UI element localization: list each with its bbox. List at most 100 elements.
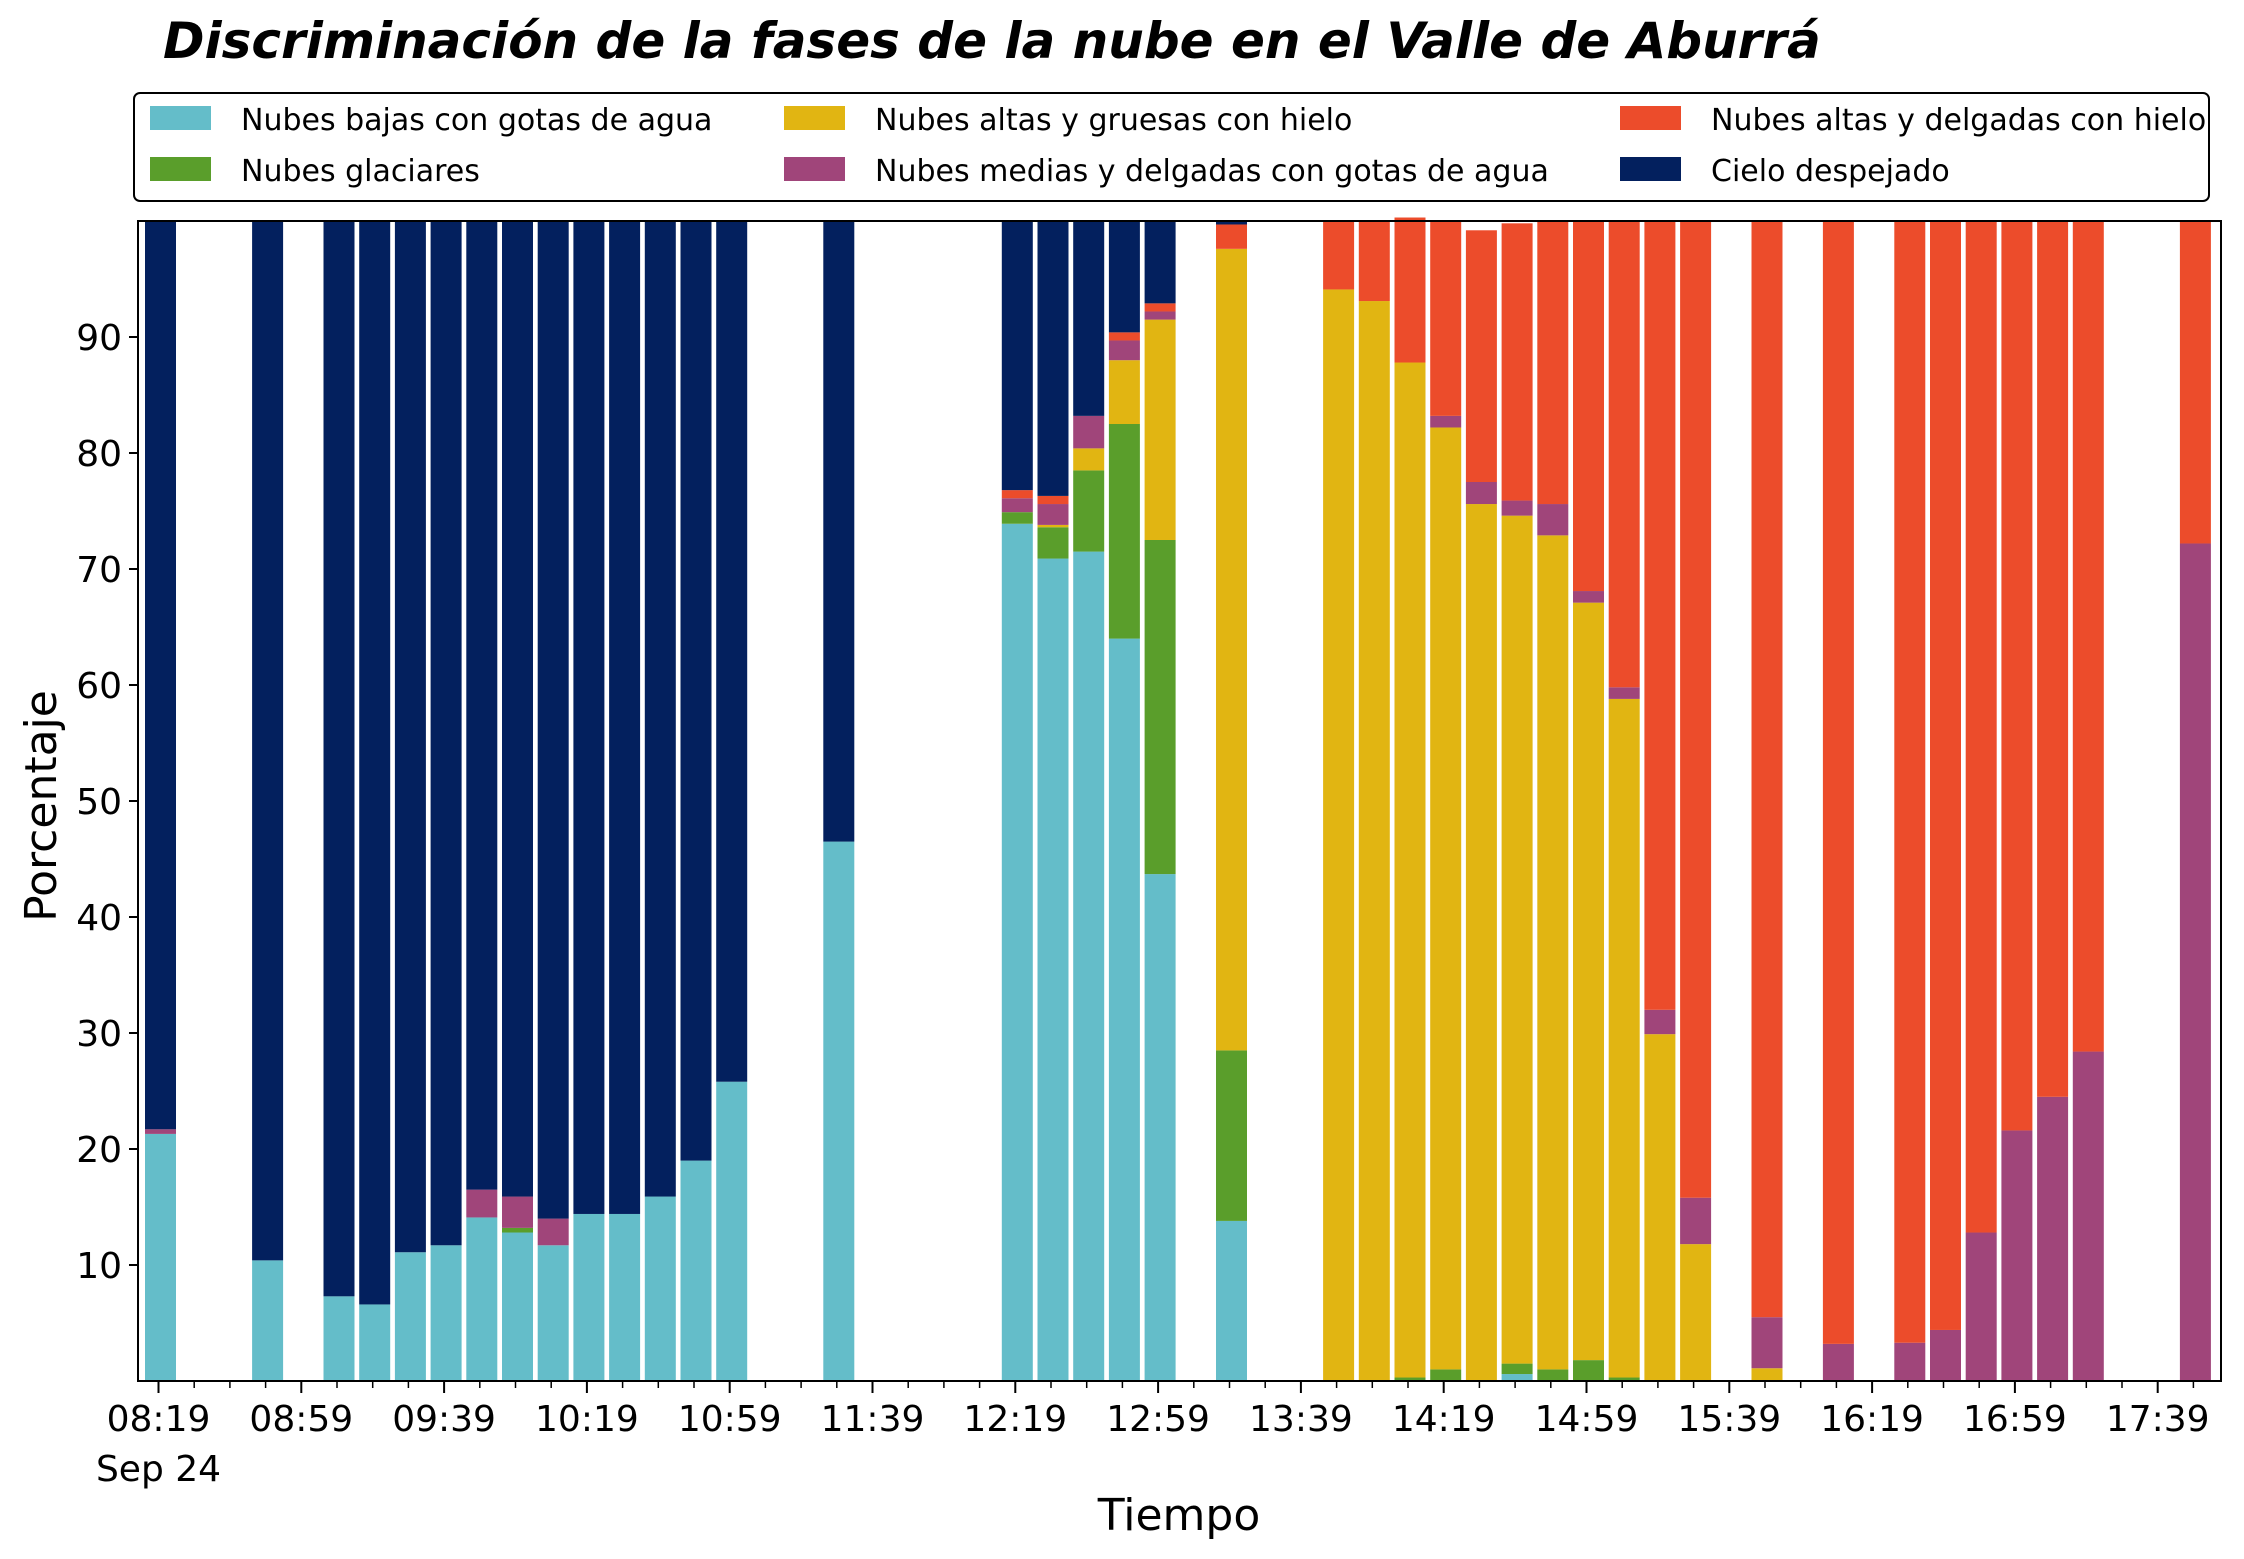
bar-segment-14:49-s3	[1537, 504, 1569, 536]
bar-segment-12:29-s5	[1037, 221, 1069, 496]
bar-segment-10:39-s0	[644, 1196, 676, 1381]
bar-segment-12:29-s1	[1037, 527, 1069, 559]
bar-segment-12:49-s3	[1108, 340, 1140, 361]
x-axis-label: Tiempo	[1097, 1490, 1261, 1541]
bar-segment-14:19-s3	[1430, 415, 1462, 428]
y-axis-label: Porcentaje	[16, 690, 67, 922]
bar-segment-15:19-s4	[1644, 221, 1676, 1010]
bar-segment-14:19-s4	[1430, 221, 1462, 416]
bar-segment-16:39-s4	[1930, 221, 1961, 1330]
y-tick-label-20: 20	[76, 1130, 122, 1171]
bar-segment-12:59-s2	[1144, 319, 1176, 540]
bar-segment-09:19-s5	[359, 221, 391, 1305]
bar-segment-12:39-s3	[1073, 415, 1105, 449]
bar-segment-09:59-s5	[502, 221, 533, 1197]
bar-segment-12:49-s2	[1108, 360, 1140, 424]
x-tick-label-17:39: 17:39	[2106, 1399, 2210, 1440]
bar-segment-14:49-s1	[1537, 1369, 1569, 1381]
bar-segment-10:49-s5	[680, 221, 712, 1161]
bar-segment-14:39-s1	[1501, 1363, 1533, 1375]
bar-segment-14:19-s2	[1430, 427, 1462, 1370]
x-tick-label-13:39: 13:39	[1249, 1399, 1353, 1440]
bar-segment-09:59-s3	[502, 1196, 533, 1228]
bar-segment-14:49-s4	[1537, 221, 1569, 505]
legend-frame	[133, 92, 2210, 202]
bar-segment-12:29-s3	[1037, 504, 1069, 525]
bar-segment-17:19-s3	[2072, 1051, 2104, 1381]
bars-layer	[145, 217, 2211, 1382]
x-tick-label-14:19: 14:19	[1392, 1399, 1496, 1440]
legend-label-0: Nubes bajas con gotas de agua	[241, 103, 712, 138]
bar-segment-08:19-s3	[145, 1129, 176, 1134]
legend-swatch-1	[150, 157, 211, 181]
bar-segment-15:49-s3	[1751, 1317, 1783, 1369]
x-tick-label-11:39: 11:39	[821, 1399, 925, 1440]
x-tick-label-10:19: 10:19	[535, 1399, 639, 1440]
bar-segment-15:49-s2	[1751, 1368, 1783, 1381]
bar-segment-15:09-s4	[1608, 221, 1640, 688]
bar-segment-14:39-s2	[1501, 515, 1533, 1364]
bar-segment-12:39-s2	[1073, 448, 1105, 471]
bar-segment-09:09-s0	[323, 1296, 355, 1381]
bar-segment-17:49-s4	[2179, 221, 2211, 544]
legend-swatch-4	[1620, 106, 1681, 130]
y-tick-label-80: 80	[76, 434, 122, 475]
bar-segment-08:19-s0	[145, 1133, 176, 1381]
y-axis: 10 20 30 40 50 60 70 80 90	[76, 318, 138, 1287]
bar-segment-11:29-s5	[823, 221, 855, 842]
bar-segment-14:09-s1	[1394, 1377, 1426, 1381]
bar-segment-08:49-s5	[252, 221, 284, 1261]
bar-segment-12:29-s2	[1037, 524, 1069, 528]
bar-segment-14:29-s3	[1465, 482, 1497, 505]
bar-segment-12:19-s0	[1001, 523, 1033, 1381]
bar-segment-15:19-s2	[1644, 1034, 1676, 1381]
y-tick-label-50: 50	[76, 782, 122, 823]
legend-label-5: Cielo despejado	[1711, 154, 1950, 189]
chart-title: Discriminación de la fases de la nube en…	[163, 12, 1821, 70]
bar-segment-16:29-s4	[1894, 221, 1926, 1343]
legend-swatch-2	[784, 106, 845, 130]
legend-label-2: Nubes altas y gruesas con hielo	[875, 103, 1352, 138]
bar-segment-15:29-s3	[1680, 1197, 1712, 1245]
bar-segment-14:59-s3	[1573, 591, 1604, 603]
bar-segment-14:59-s4	[1573, 221, 1604, 592]
bar-segment-16:59-s4	[2001, 221, 2033, 1131]
bar-segment-09:49-s3	[466, 1189, 498, 1218]
bar-segment-15:29-s4	[1680, 221, 1712, 1198]
bar-segment-13:19-s1	[1216, 1050, 1247, 1221]
x-tick-label-16:59: 16:59	[1963, 1399, 2067, 1440]
legend-label-1: Nubes glaciares	[241, 154, 480, 189]
x-tick-label-10:59: 10:59	[678, 1399, 782, 1440]
bar-segment-12:59-s4	[1144, 303, 1176, 312]
bar-segment-14:59-s2	[1573, 602, 1604, 1361]
legend-swatch-3	[784, 157, 845, 181]
bar-segment-12:19-s1	[1001, 512, 1033, 524]
bar-segment-13:49-s2	[1323, 289, 1355, 1382]
bar-segment-10:49-s0	[680, 1160, 712, 1381]
legend-label-4: Nubes altas y delgadas con hielo	[1711, 103, 2206, 138]
bar-segment-12:59-s0	[1144, 874, 1176, 1381]
y-tick-label-90: 90	[76, 318, 122, 359]
bar-segment-10:09-s0	[537, 1245, 569, 1381]
bar-segment-09:59-s0	[502, 1232, 533, 1381]
bar-segment-17:09-s3	[2037, 1096, 2069, 1381]
bar-segment-10:59-s5	[716, 221, 748, 1082]
x-tick-label-15:39: 15:39	[1677, 1399, 1781, 1440]
x-tick-label-12:59: 12:59	[1106, 1399, 1210, 1440]
x-tick-label-08:59: 08:59	[249, 1399, 353, 1440]
y-tick-label-10: 10	[76, 1246, 122, 1287]
bar-segment-16:39-s3	[1930, 1329, 1961, 1381]
x-tick-date-label: Sep 24	[96, 1449, 221, 1490]
bar-segment-10:09-s5	[537, 221, 569, 1219]
bar-segment-12:49-s0	[1108, 638, 1140, 1381]
bar-segment-13:19-s0	[1216, 1220, 1247, 1381]
bar-segment-12:19-s4	[1001, 490, 1033, 499]
bar-segment-14:29-s2	[1465, 504, 1497, 1381]
bar-segment-15:09-s3	[1608, 687, 1640, 699]
y-tick-label-60: 60	[76, 666, 122, 707]
legend-swatch-5	[1620, 157, 1681, 181]
bar-segment-16:49-s4	[1965, 221, 1997, 1233]
y-tick-label-40: 40	[76, 898, 122, 939]
bar-segment-13:19-s2	[1216, 248, 1247, 1051]
bar-segment-09:09-s5	[323, 221, 355, 1297]
